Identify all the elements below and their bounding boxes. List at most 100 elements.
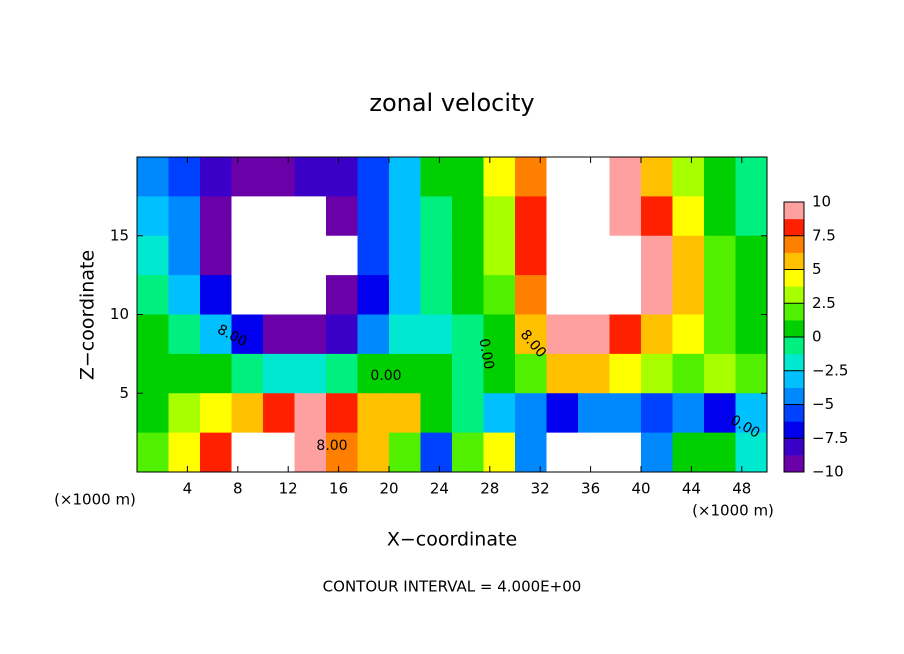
field-cell: [704, 275, 736, 315]
field-cell: [420, 235, 453, 276]
colorbar-swatch: [784, 235, 804, 253]
field-cell: [735, 196, 768, 237]
field-cell: [452, 432, 484, 473]
field-cell: [294, 432, 327, 473]
colorbar-swatch: [784, 202, 804, 220]
field-cell: [326, 235, 358, 276]
x-tick-label: 28: [480, 480, 499, 498]
field-cell: [672, 157, 705, 197]
field-cell: [578, 196, 610, 237]
field-cell: [294, 314, 327, 355]
field-cell: [452, 235, 484, 276]
field-cell: [389, 353, 421, 394]
x-unit-label: (×1000 m): [692, 502, 774, 520]
field-cell: [168, 353, 201, 394]
field-cell: [452, 314, 484, 355]
field-cell: [515, 314, 547, 355]
field-cell: [263, 393, 295, 434]
field-cell: [641, 157, 673, 197]
field-cell: [168, 157, 201, 197]
field-cell: [168, 432, 201, 473]
field-cell: [641, 314, 673, 355]
field-cell: [231, 314, 264, 355]
field-cell: [704, 353, 736, 394]
field-cell: [137, 157, 169, 197]
field-cell: [672, 393, 705, 434]
field-cell: [200, 393, 232, 434]
colorbar-swatch: [784, 320, 804, 338]
colorbar-swatch: [784, 438, 804, 456]
field-cell: [483, 393, 516, 434]
chart-title: zonal velocity: [369, 89, 534, 117]
field-cell: [515, 196, 547, 237]
field-cell: [357, 393, 390, 434]
x-tick-label: 36: [581, 480, 600, 498]
field-cell: [735, 393, 768, 434]
field-cell: [200, 432, 232, 473]
field-cell: [546, 393, 579, 434]
field-cell: [578, 314, 610, 355]
field-cell: [609, 157, 642, 197]
colorbar-label: 0: [812, 328, 822, 346]
field-cell: [672, 314, 705, 355]
field-cell: [200, 157, 232, 197]
field-cell: [704, 314, 736, 355]
field-cell: [420, 196, 453, 237]
field-cell: [483, 157, 516, 197]
field-cell: [420, 275, 453, 315]
field-cell: [294, 393, 327, 434]
field-cell: [546, 235, 579, 276]
field-cell: [546, 314, 579, 355]
field-cell: [452, 196, 484, 237]
field-cell: [735, 157, 768, 197]
colorbar-label: 5: [812, 260, 822, 278]
field-cell: [231, 196, 264, 237]
field-cell: [672, 432, 705, 473]
field-cell: [641, 393, 673, 434]
field-cell: [578, 157, 610, 197]
field-cell: [294, 235, 327, 276]
colorbar-label: 2.5: [812, 294, 836, 312]
field-cell: [263, 353, 295, 394]
field-cell: [137, 196, 169, 237]
footer-note: CONTOUR INTERVAL = 4.000E+00: [323, 578, 582, 596]
field-cell: [231, 353, 264, 394]
field-cell: [452, 353, 484, 394]
field-cell: [483, 432, 516, 473]
field-cell: [735, 275, 768, 315]
field-cell: [326, 314, 358, 355]
field-cell: [357, 314, 390, 355]
field-cell: [357, 432, 390, 473]
field-cell: [389, 157, 421, 197]
field-cell: [735, 432, 768, 473]
field-cell: [137, 235, 169, 276]
field-cell: [200, 353, 232, 394]
field-cell: [546, 157, 579, 197]
colorbar-swatch: [784, 370, 804, 388]
field-cell: [263, 196, 295, 237]
field-cell: [231, 275, 264, 315]
field-cell: [420, 432, 453, 473]
field-cell: [168, 235, 201, 276]
field-cell: [200, 235, 232, 276]
colorbar-label: −10: [812, 463, 844, 481]
field-cell: [357, 157, 390, 197]
colorbar-swatch: [784, 286, 804, 304]
y-axis-label: Z−coordinate: [77, 250, 99, 380]
field-cell: [704, 432, 736, 473]
field-cell: [672, 196, 705, 237]
field-cell: [137, 393, 169, 434]
colorbar-swatch: [784, 353, 804, 372]
field-cell: [263, 275, 295, 315]
field-cell: [137, 432, 169, 473]
field-cell: [200, 275, 232, 315]
field-cell: [704, 196, 736, 237]
field-cell: [294, 275, 327, 315]
field-cell: [326, 157, 358, 197]
field-cell: [263, 157, 295, 197]
field-cell: [641, 275, 673, 315]
field-cell: [641, 432, 673, 473]
field-cell: [515, 353, 547, 394]
field-cell: [452, 157, 484, 197]
